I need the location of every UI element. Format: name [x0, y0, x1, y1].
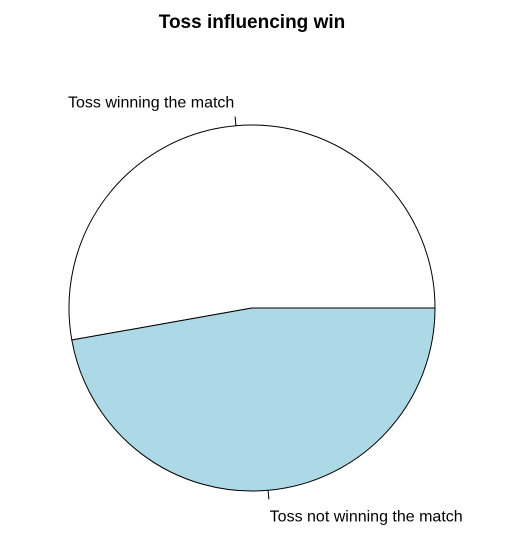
pie-labels: Toss winning the match Toss not winning t… — [68, 94, 463, 525]
pie-label-tick-1 — [234, 116, 237, 126]
pie-slice-label-1: Toss winning the match — [68, 94, 234, 111]
pie-slices — [68, 124, 436, 492]
pie-slice-label-2: Toss not winning the match — [270, 509, 463, 526]
pie-slice-2 — [71, 307, 436, 492]
chart-title: Toss influencing win — [159, 12, 345, 33]
pie-label-tick-2 — [267, 490, 270, 500]
